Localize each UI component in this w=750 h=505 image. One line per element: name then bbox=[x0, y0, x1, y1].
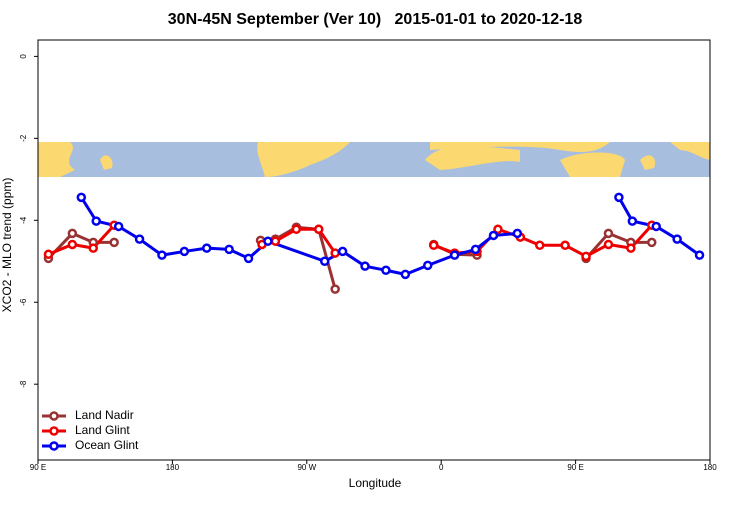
map-band bbox=[38, 142, 710, 177]
point bbox=[76, 192, 87, 203]
legend-marker bbox=[49, 426, 59, 436]
point bbox=[360, 261, 370, 271]
point bbox=[330, 284, 340, 294]
point bbox=[313, 224, 324, 235]
legend-label: Land Glint bbox=[75, 423, 130, 437]
point bbox=[647, 237, 657, 248]
point bbox=[560, 240, 570, 251]
point bbox=[672, 234, 682, 244]
point bbox=[512, 228, 523, 239]
point bbox=[428, 240, 439, 251]
x-tick-label: 180 bbox=[703, 463, 717, 472]
point bbox=[581, 251, 591, 262]
point bbox=[535, 240, 545, 251]
point bbox=[337, 246, 348, 257]
point bbox=[449, 250, 460, 260]
point bbox=[400, 269, 411, 280]
y-tick-label: -6 bbox=[19, 298, 28, 306]
y-axis-label: XCO2 - MLO trend (ppm) bbox=[0, 178, 14, 313]
legend-label: Land Nadir bbox=[75, 408, 134, 422]
y-tick-label: -8 bbox=[19, 380, 28, 388]
y-tick-label: -4 bbox=[19, 216, 28, 224]
point bbox=[470, 244, 481, 255]
point bbox=[243, 253, 254, 264]
x-tick-label: 0 bbox=[439, 463, 444, 472]
point bbox=[291, 224, 302, 235]
point bbox=[134, 234, 145, 244]
point bbox=[330, 248, 340, 258]
point bbox=[179, 246, 190, 257]
point bbox=[694, 250, 705, 260]
point bbox=[224, 244, 234, 255]
point bbox=[493, 224, 503, 235]
legend-label: Ocean Glint bbox=[75, 438, 139, 452]
point bbox=[67, 239, 78, 250]
point bbox=[488, 230, 499, 241]
point bbox=[88, 243, 99, 253]
point bbox=[270, 236, 281, 246]
plot-frame bbox=[37, 39, 711, 461]
legend-marker bbox=[49, 441, 59, 451]
x-tick-label: 90 E bbox=[567, 463, 583, 472]
point bbox=[603, 239, 614, 250]
point bbox=[319, 256, 330, 267]
point bbox=[109, 237, 119, 248]
point bbox=[91, 216, 101, 226]
y-tick-label: -2 bbox=[19, 134, 28, 142]
point bbox=[263, 236, 273, 246]
point bbox=[113, 221, 124, 232]
legend-marker bbox=[49, 411, 59, 421]
x-tick-label: 90 W bbox=[297, 463, 316, 472]
point bbox=[651, 221, 661, 232]
x-axis-label: Longitude bbox=[349, 476, 402, 490]
point bbox=[614, 192, 624, 203]
point bbox=[201, 243, 212, 253]
chart-title: 30N-45N September (Ver 10) 2015-01-01 to… bbox=[168, 11, 583, 28]
point bbox=[627, 216, 638, 226]
y-tick-label: 0 bbox=[19, 54, 28, 59]
x-tick-label: 90 E bbox=[30, 463, 46, 472]
point bbox=[43, 249, 54, 260]
x-tick-label: 180 bbox=[166, 463, 180, 472]
point bbox=[67, 228, 78, 239]
point bbox=[626, 243, 636, 253]
point bbox=[381, 265, 391, 276]
point bbox=[603, 228, 614, 239]
point bbox=[423, 260, 433, 271]
point bbox=[157, 250, 167, 260]
